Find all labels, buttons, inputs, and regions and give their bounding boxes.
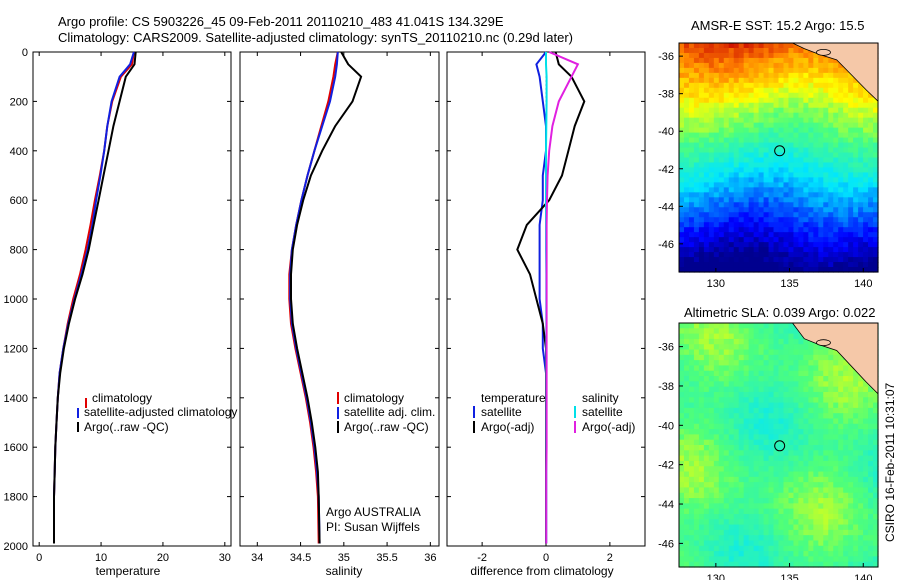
y-tick-label: 0 xyxy=(22,47,28,59)
argo-program-label: Argo AUSTRALIA xyxy=(326,505,421,519)
x-axis-label: temperature xyxy=(96,564,161,578)
x-tick-label: 20 xyxy=(157,552,169,564)
x-tick-label: 10 xyxy=(95,552,107,564)
legend-label-climatology: climatology xyxy=(344,391,404,405)
legend-label-satellite: satellite adj. clim. xyxy=(344,405,435,419)
x-tick-label: 140 xyxy=(854,278,872,290)
x-axis-label: difference from climatology xyxy=(470,564,613,578)
y-tick-label: -38 xyxy=(658,381,674,393)
sst-map-title: AMSR-E SST: 15.2 Argo: 15.5 xyxy=(691,18,864,33)
csiro-timestamp: CSIRO 16-Feb-2011 10:31:07 xyxy=(883,382,897,542)
legend-label-sal-satellite: satellite xyxy=(582,405,623,419)
series-argo-raw-qc xyxy=(290,51,363,544)
pi-label: PI: Susan Wijffels xyxy=(326,520,420,534)
y-tick-label: -38 xyxy=(658,89,674,101)
difference-legend: temperature salinity satellite Argo(-adj… xyxy=(473,391,635,434)
y-tick-label: -40 xyxy=(658,420,674,432)
y-tick-label: 1000 xyxy=(4,294,28,306)
x-tick-label: 0 xyxy=(543,552,549,564)
y-tick-label: -44 xyxy=(658,201,674,213)
x-tick-label: 130 xyxy=(707,573,725,580)
series-salinity-argo-adj xyxy=(545,51,580,544)
y-tick-label: -42 xyxy=(658,164,674,176)
y-tick-label: -42 xyxy=(658,460,674,472)
legend-header-salinity: salinity xyxy=(582,391,619,405)
x-tick-label: 135 xyxy=(780,278,798,290)
argo-float-marker xyxy=(774,145,786,157)
series-argo-raw-qc xyxy=(53,51,137,544)
x-tick-label: 36 xyxy=(424,552,436,564)
x-tick-label: 35 xyxy=(338,552,350,564)
sla-map-panel: 130 135 140 -36 -38 -40 -42 -44 -46 xyxy=(658,322,879,580)
legend-header-temperature: temperature xyxy=(481,391,546,405)
header-line-2: Climatology: CARS2009. Satellite-adjuste… xyxy=(58,30,573,45)
argo-float-marker xyxy=(774,440,786,452)
plot-area xyxy=(239,51,440,547)
x-tick-label: 135 xyxy=(780,573,798,580)
sst-map-panel: 130 135 140 -36 -38 -40 -42 -44 -46 xyxy=(658,42,879,290)
kangaroo-island xyxy=(816,339,831,347)
y-tick-label: -40 xyxy=(658,126,674,138)
legend-label-satellite: satellite-adjusted climatology xyxy=(84,405,237,419)
header-line-1: Argo profile: CS 5903226_45 09-Feb-2011 … xyxy=(58,14,504,29)
x-tick-label: 35.5 xyxy=(376,552,397,564)
salinity-legend: climatology satellite adj. clim. Argo(..… xyxy=(326,391,435,534)
y-tick-label: 200 xyxy=(10,96,28,108)
y-tick-label: 2000 xyxy=(4,541,28,553)
legend-label-argo: Argo(..raw -QC) xyxy=(84,420,169,434)
y-tick-label: 1600 xyxy=(4,442,28,454)
kangaroo-island xyxy=(816,48,831,56)
x-tick-label: 34.5 xyxy=(290,552,311,564)
y-tick-label: 800 xyxy=(10,245,28,257)
plot-area xyxy=(32,51,232,547)
legend-label-argo: Argo(..raw -QC) xyxy=(344,420,429,434)
sla-map-title: Altimetric SLA: 0.039 Argo: 0.022 xyxy=(684,305,876,320)
y-tick-label: 1800 xyxy=(4,492,28,504)
x-axis-label: salinity xyxy=(326,564,363,578)
salinity-panel: 34 34.5 35 35.5 36 salinity xyxy=(239,51,440,578)
y-tick-label: 1200 xyxy=(4,343,28,355)
x-tick-label: 30 xyxy=(219,552,231,564)
y-tick-label: 1400 xyxy=(4,393,28,405)
legend-label-climatology: climatology xyxy=(92,391,152,405)
y-tick-label: -36 xyxy=(658,51,674,63)
y-tick-label: -44 xyxy=(658,499,674,511)
y-tick-label: 400 xyxy=(10,146,28,158)
x-tick-label: 34 xyxy=(251,552,263,564)
x-tick-label: 2 xyxy=(607,552,613,564)
y-tick-label: -36 xyxy=(658,342,674,354)
temperature-panel: 0 10 20 30 0 200 400 600 800 1000 1200 1400 1600 1800… xyxy=(4,47,232,578)
legend-label-sal-argo: Argo(-adj) xyxy=(582,420,635,434)
map-frame xyxy=(678,322,879,568)
x-tick-label: 140 xyxy=(854,573,872,580)
x-tick-label: 0 xyxy=(36,552,42,564)
temperature-legend: climatology satellite-adjusted climatolo… xyxy=(77,391,237,434)
x-tick-label: 130 xyxy=(707,278,725,290)
y-tick-label: -46 xyxy=(658,538,674,550)
map-field xyxy=(679,43,879,273)
legend-label-temp-satellite: satellite xyxy=(481,405,522,419)
map-frame xyxy=(678,42,879,273)
legend-label-temp-argo: Argo(-adj) xyxy=(481,420,534,434)
y-tick-label: 600 xyxy=(10,195,28,207)
y-tick-label: -46 xyxy=(658,239,674,251)
x-tick-label: -2 xyxy=(477,552,487,564)
